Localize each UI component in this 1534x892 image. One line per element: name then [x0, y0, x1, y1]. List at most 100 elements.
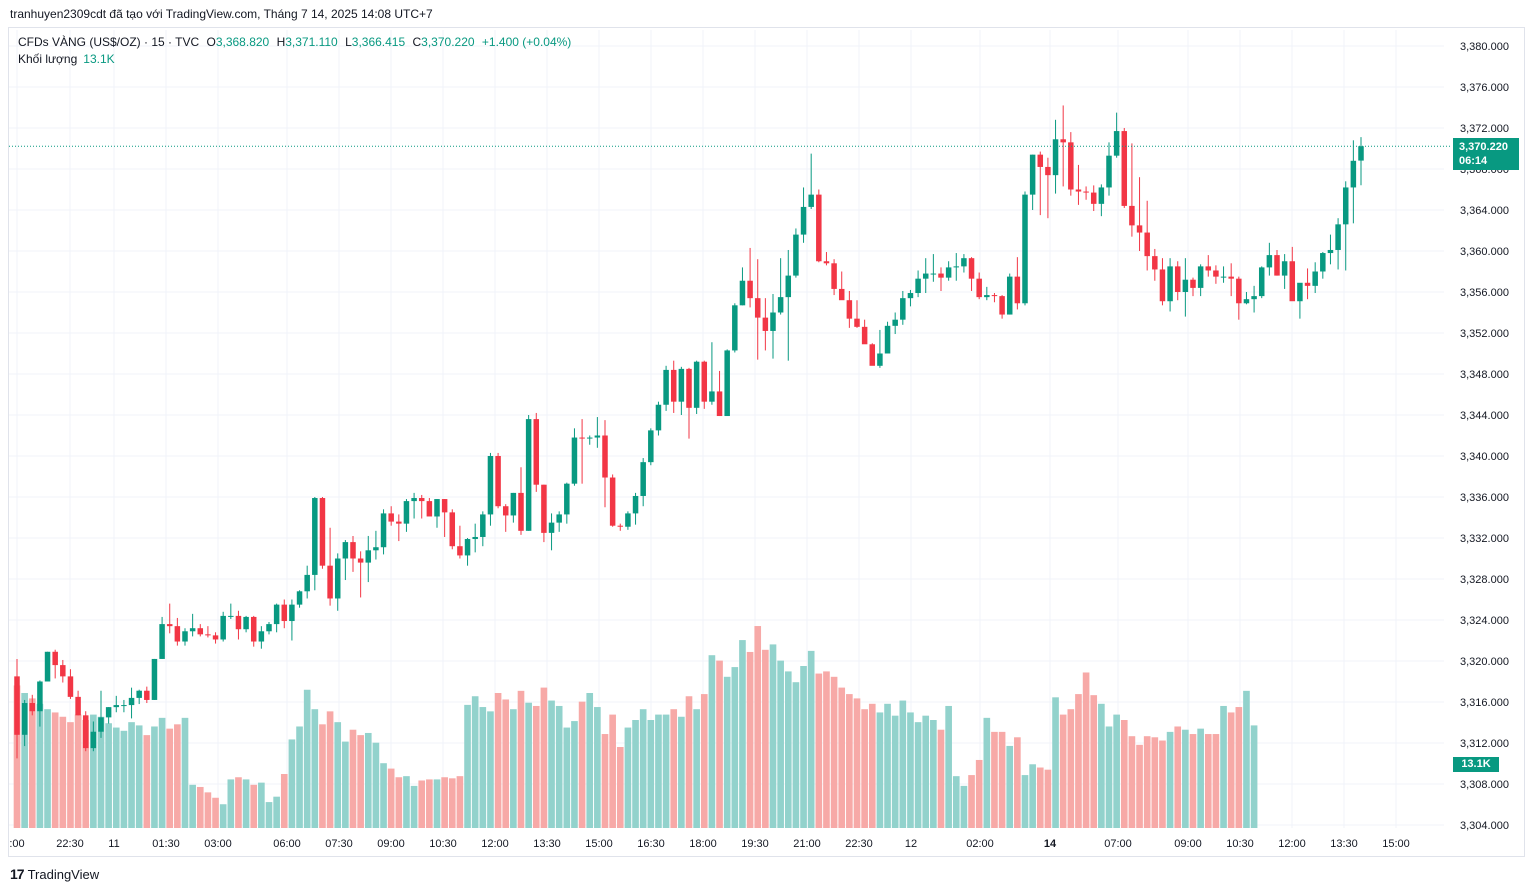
candle-body [1297, 282, 1303, 302]
symbol-label[interactable]: CFDs VÀNG (US$/OZ) · 15 · TVC [18, 35, 200, 49]
volume-bar [128, 722, 135, 828]
volume-bar [792, 682, 800, 828]
volume-bar [998, 731, 1006, 828]
candle-body [1174, 266, 1181, 292]
candle-body [1213, 270, 1219, 277]
candle-body [98, 717, 104, 732]
volume-bar [395, 777, 403, 828]
candle-body [518, 492, 524, 531]
volume-bar [1204, 734, 1212, 828]
price-tick-label: 3,304.000 [1460, 820, 1509, 832]
price-tick-label: 3,344.000 [1460, 410, 1509, 422]
volume-bar [258, 782, 265, 828]
time-tick-label: 10:30 [429, 838, 457, 850]
volume-bar [548, 700, 555, 828]
candle-body [1129, 205, 1135, 226]
volume-bar [1067, 709, 1075, 828]
candle-body [693, 361, 700, 408]
time-tick-label: 19:30 [741, 838, 769, 850]
volume-bar [280, 774, 288, 828]
time-tick-label: 15:00 [585, 838, 613, 850]
candle-body [823, 261, 830, 264]
volume-bar [1044, 769, 1052, 828]
candle-body [991, 295, 998, 297]
volume-bar [288, 739, 296, 828]
volume-bar [678, 716, 685, 828]
volume-bar [891, 715, 899, 828]
volume-bar [1174, 726, 1182, 828]
high-label: H [276, 35, 286, 49]
candle-body [1090, 192, 1097, 204]
price-tick-label: 3,328.000 [1460, 574, 1509, 586]
candle-body [777, 297, 784, 313]
volume-bar [830, 676, 838, 828]
volume-bar [242, 779, 250, 828]
volume-value: 13.1K [83, 52, 115, 66]
price-tick-label: 3,376.000 [1460, 82, 1509, 94]
volume-bar [143, 735, 151, 828]
volume-bar [899, 700, 907, 828]
price-tick-label: 3,352.000 [1460, 328, 1509, 340]
candle-body [365, 550, 372, 563]
candle-body [754, 298, 761, 318]
candle-body [1312, 271, 1318, 286]
candle-body [884, 325, 891, 354]
candle-body [854, 318, 860, 327]
volume-bar [28, 698, 36, 828]
candle-body [60, 665, 66, 677]
candle-body [1060, 139, 1066, 143]
volume-bar [105, 723, 112, 828]
candle-body [266, 624, 272, 632]
candle-body [655, 404, 662, 431]
candle-body [770, 312, 776, 331]
candle-body [174, 626, 181, 642]
candle-body [128, 697, 135, 706]
volume-label[interactable]: Khối lượng [18, 52, 78, 66]
close-value: 3,370.220 [421, 35, 475, 49]
candle-body [273, 604, 280, 625]
volume-bar [884, 703, 891, 828]
candle-body [1182, 279, 1189, 292]
candle-body [14, 676, 20, 735]
volume-bar [311, 709, 319, 828]
volume-bar [487, 711, 494, 828]
volume-bar [655, 714, 662, 828]
candle-body [686, 368, 692, 408]
candle-body [350, 542, 356, 559]
candle-body [52, 651, 58, 666]
candle-body [44, 651, 51, 682]
candle-body [304, 574, 310, 592]
time-tick-label: 13:30 [1330, 838, 1358, 850]
volume-bar [1036, 767, 1044, 828]
bar-countdown: 06:14 [1459, 155, 1488, 167]
volume-bar [1250, 725, 1258, 828]
candle-body [1320, 253, 1326, 272]
candle-body [1045, 166, 1051, 176]
time-tick-label: 12:00 [1278, 838, 1306, 850]
volume-bar [693, 709, 700, 828]
volume-bar [36, 703, 44, 828]
volume-bar [601, 734, 609, 828]
volume-bar [739, 640, 746, 828]
ohlc-legend: CFDs VÀNG (US$/OZ) · 15 · TVC O3,368.820… [18, 34, 571, 51]
volume-bar [555, 705, 563, 828]
volume-bar [303, 689, 311, 828]
price-tick-label: 3,372.000 [1460, 123, 1509, 135]
volume-bar [1075, 694, 1082, 828]
volume-bar [204, 792, 212, 828]
tradingview-brand[interactable]: 17 TradingView [10, 866, 99, 882]
candle-body [1006, 276, 1013, 315]
brand-name: TradingView [27, 866, 100, 882]
volume-bar [1220, 705, 1227, 828]
candle-body [144, 690, 150, 700]
time-tick-label: 22:30 [56, 838, 84, 850]
candle-body [1258, 267, 1265, 297]
volume-bar [1143, 736, 1151, 828]
volume-bar [357, 735, 364, 828]
candle-body [1190, 279, 1196, 288]
candle-body [1281, 261, 1288, 276]
price-tick-label: 3,320.000 [1460, 656, 1509, 668]
volume-bar [1105, 726, 1113, 828]
candle-body [1121, 131, 1128, 206]
